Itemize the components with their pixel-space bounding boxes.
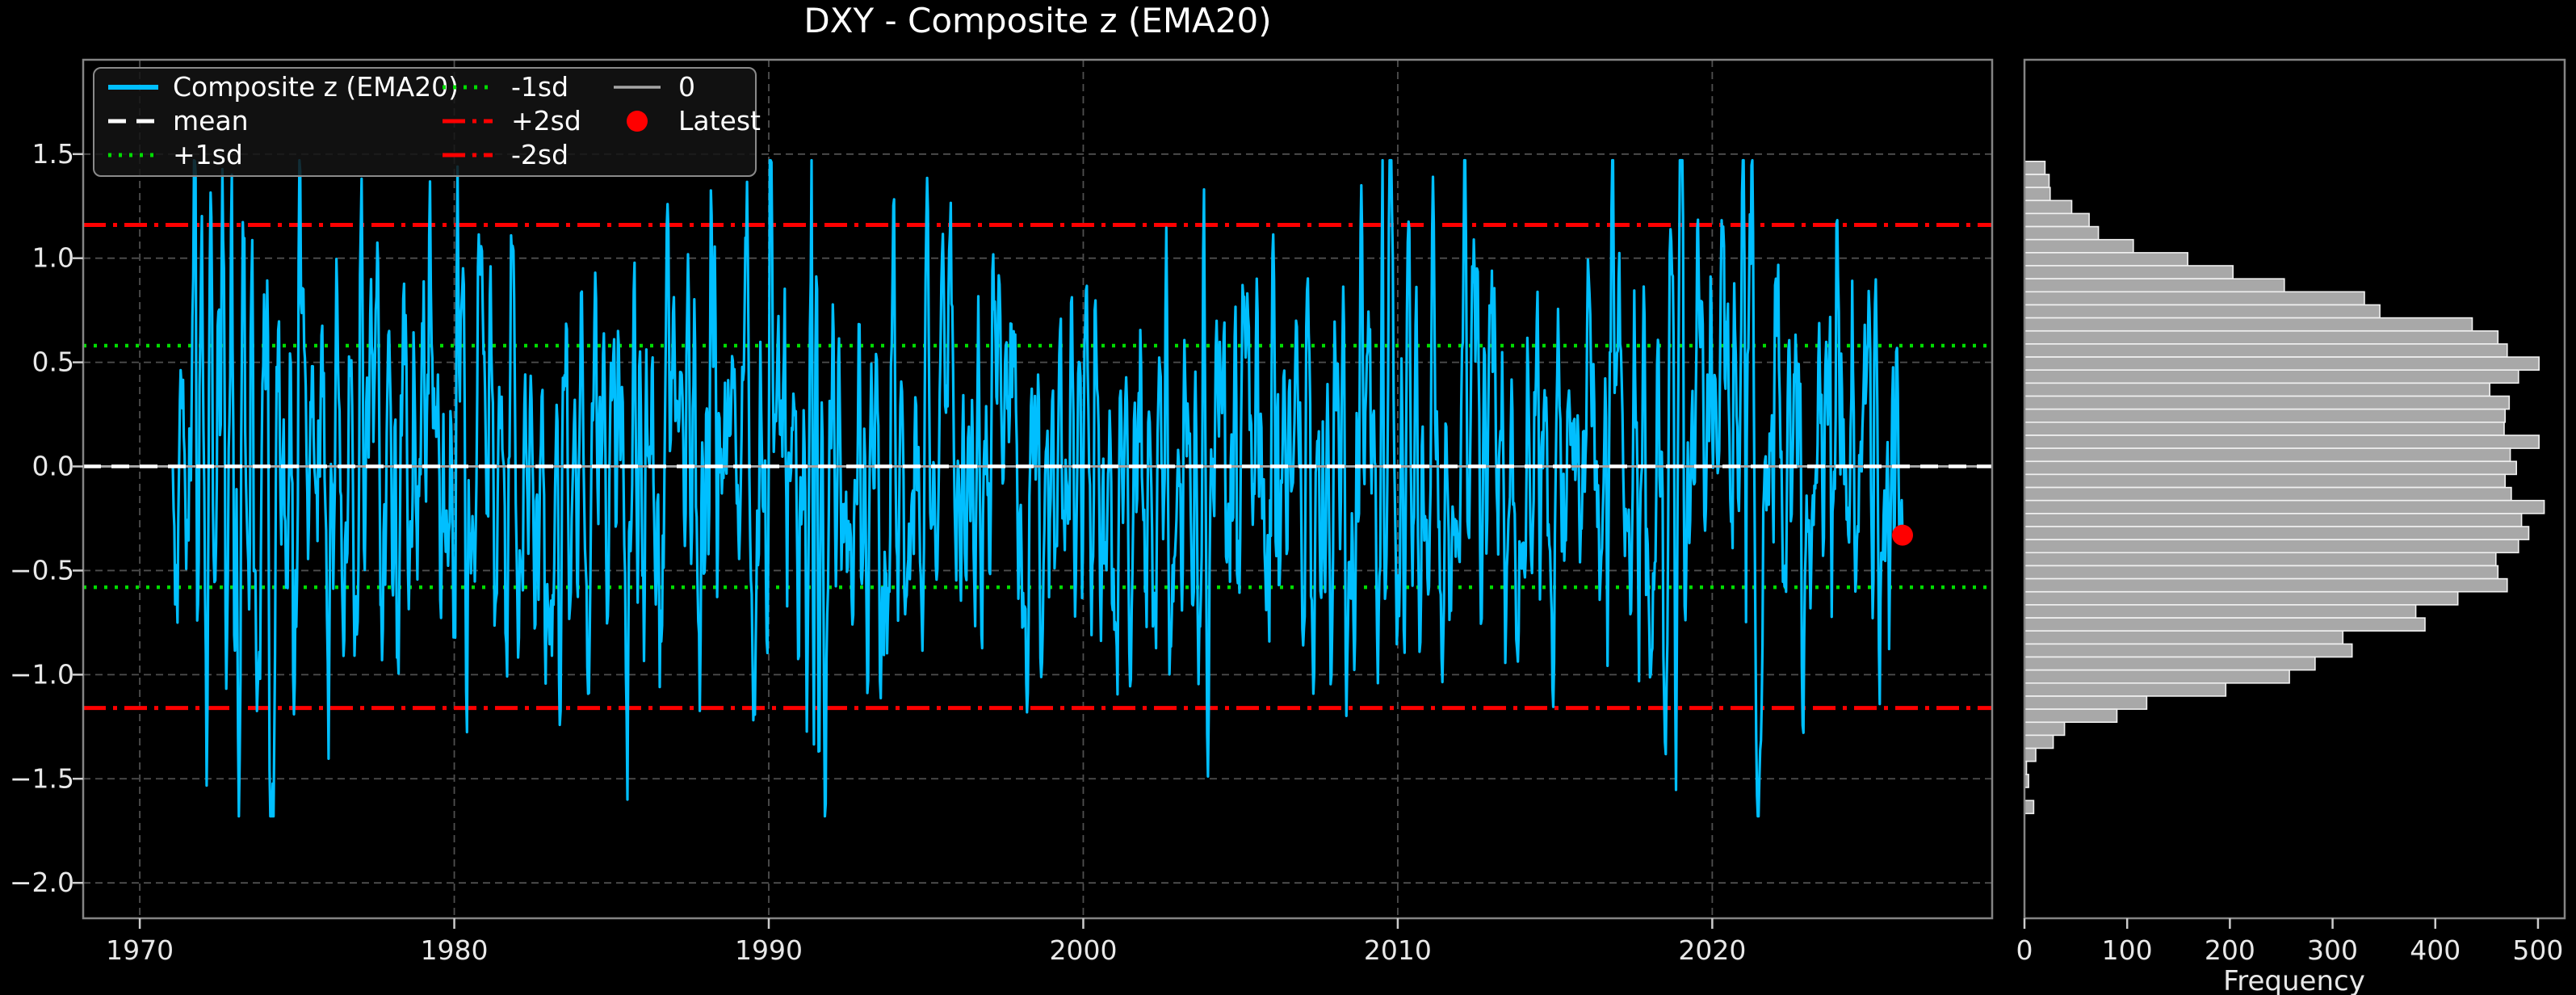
hist-bar — [2024, 590, 2459, 606]
hist-bar — [2024, 408, 2507, 423]
x-tick-label: 1980 — [421, 934, 489, 966]
hist-bar — [2024, 187, 2051, 202]
x-tick-label: 1990 — [735, 934, 803, 966]
hist-bar — [2024, 695, 2148, 710]
hist-bar — [2024, 212, 2090, 228]
x-tick-label: 2020 — [1678, 934, 1746, 966]
y-tick-label: 0.5 — [32, 346, 74, 378]
hist-bar — [2024, 604, 2417, 619]
hist-bar — [2024, 473, 2507, 489]
hist-x-tick-label: 500 — [2512, 934, 2563, 966]
hist-bar — [2024, 721, 2066, 737]
hist-bar — [2024, 734, 2054, 749]
hist-bar — [2024, 513, 2523, 527]
hist-bar — [2024, 447, 2511, 462]
legend: Composite z (EMA20)mean+1sd -1sd+2sd-2sd 0… — [93, 67, 761, 177]
hist-bar — [2024, 174, 2050, 188]
hist-bar — [2024, 369, 2519, 384]
hist-bar — [2024, 499, 2545, 514]
hist-x-tick-label: 100 — [2102, 934, 2153, 966]
hist-axes-spine — [2023, 58, 2566, 920]
hist-bar — [2024, 630, 2344, 645]
hist-bar — [2024, 382, 2491, 397]
legend-item-latest: Latest — [627, 105, 761, 136]
hist-x-tick-label: 300 — [2307, 934, 2358, 966]
hist-bar — [2024, 800, 2035, 815]
y-tick-label: −2.0 — [10, 867, 74, 898]
composite-line — [171, 158, 1904, 818]
hist-bar — [2024, 552, 2497, 567]
hist-x-tick-label: 200 — [2205, 934, 2255, 966]
hist-bar — [2024, 526, 2530, 540]
hist-bar — [2024, 199, 2073, 215]
hist-bar — [2024, 395, 2511, 410]
reference-lines — [83, 222, 1992, 711]
legend-latest-dot-icon — [627, 111, 648, 132]
hist-bar — [2024, 682, 2227, 697]
hist-bar — [2024, 278, 2285, 293]
hist-xaxis-label: Frequency — [2223, 965, 2365, 995]
x-tick-label: 2010 — [1364, 934, 1432, 966]
legend-item-label: -2sd — [511, 139, 568, 170]
main-axes-spine — [82, 58, 1994, 920]
legend-box — [93, 67, 757, 177]
x-tick-label: 1970 — [106, 934, 174, 966]
hist-bar — [2024, 617, 2426, 632]
hist-bar — [2024, 225, 2100, 241]
hist-bar — [2024, 238, 2134, 254]
histogram-bars — [2024, 161, 2545, 815]
legend-item-2sd: -2sd — [443, 139, 568, 170]
hist-bar — [2024, 252, 2188, 267]
legend-item-composite-z-ema20: Composite z (EMA20) — [108, 71, 459, 103]
legend-item-label: +1sd — [173, 139, 243, 170]
y-tick-label: 1.0 — [32, 242, 74, 274]
latest-marker — [1892, 524, 1914, 546]
legend-item-label: Composite z (EMA20) — [173, 71, 459, 103]
legend-item-1sd: +1sd — [108, 139, 243, 170]
hist-bar — [2024, 317, 2473, 332]
hist-bar — [2024, 435, 2540, 449]
hist-bar — [2024, 291, 2365, 306]
y-tick-label: −0.5 — [10, 554, 74, 586]
hist-bar — [2024, 265, 2234, 279]
hist-bar — [2024, 421, 2505, 436]
hist-bar — [2024, 460, 2518, 476]
hist-x-tick-label: 0 — [2016, 934, 2033, 966]
hist-bar — [2024, 656, 2316, 671]
hist-bar — [2024, 161, 2046, 175]
legend-item-2sd: +2sd — [443, 105, 581, 136]
hist-bar — [2024, 330, 2499, 345]
x-tick-label: 2000 — [1049, 934, 1117, 966]
hist-bar — [2024, 708, 2118, 723]
page-title: DXY - Composite z (EMA20) — [803, 1, 1271, 40]
hist-bar — [2024, 356, 2540, 372]
hist-bar — [2024, 577, 2508, 593]
legend-item-label: +2sd — [511, 105, 581, 136]
y-tick-label: 1.5 — [32, 138, 74, 170]
hist-bar — [2024, 539, 2519, 554]
hist-bar — [2024, 486, 2512, 502]
legend-item-0: 0 — [614, 71, 695, 103]
hist-bar — [2024, 669, 2290, 684]
legend-item-mean: mean — [108, 105, 249, 136]
hist-bar — [2024, 565, 2499, 580]
y-tick-label: 0.0 — [32, 451, 74, 482]
legend-item-label: Latest — [678, 105, 761, 136]
legend-item-1sd: -1sd — [443, 71, 568, 103]
y-tick-label: −1.5 — [10, 762, 74, 794]
hist-bar — [2024, 343, 2508, 358]
legend-item-label: 0 — [678, 71, 695, 103]
axis-ticks: 1970 1980 1990 2000 2010 20201.51.00.50.0−0.5… — [10, 138, 2564, 966]
y-tick-label: −1.0 — [10, 658, 74, 690]
hist-bar — [2024, 304, 2381, 319]
legend-item-label: mean — [173, 105, 249, 136]
hist-bar — [2024, 643, 2353, 658]
legend-item-label: -1sd — [511, 71, 568, 103]
hist-bar — [2024, 747, 2037, 762]
hist-x-tick-label: 400 — [2410, 934, 2461, 966]
